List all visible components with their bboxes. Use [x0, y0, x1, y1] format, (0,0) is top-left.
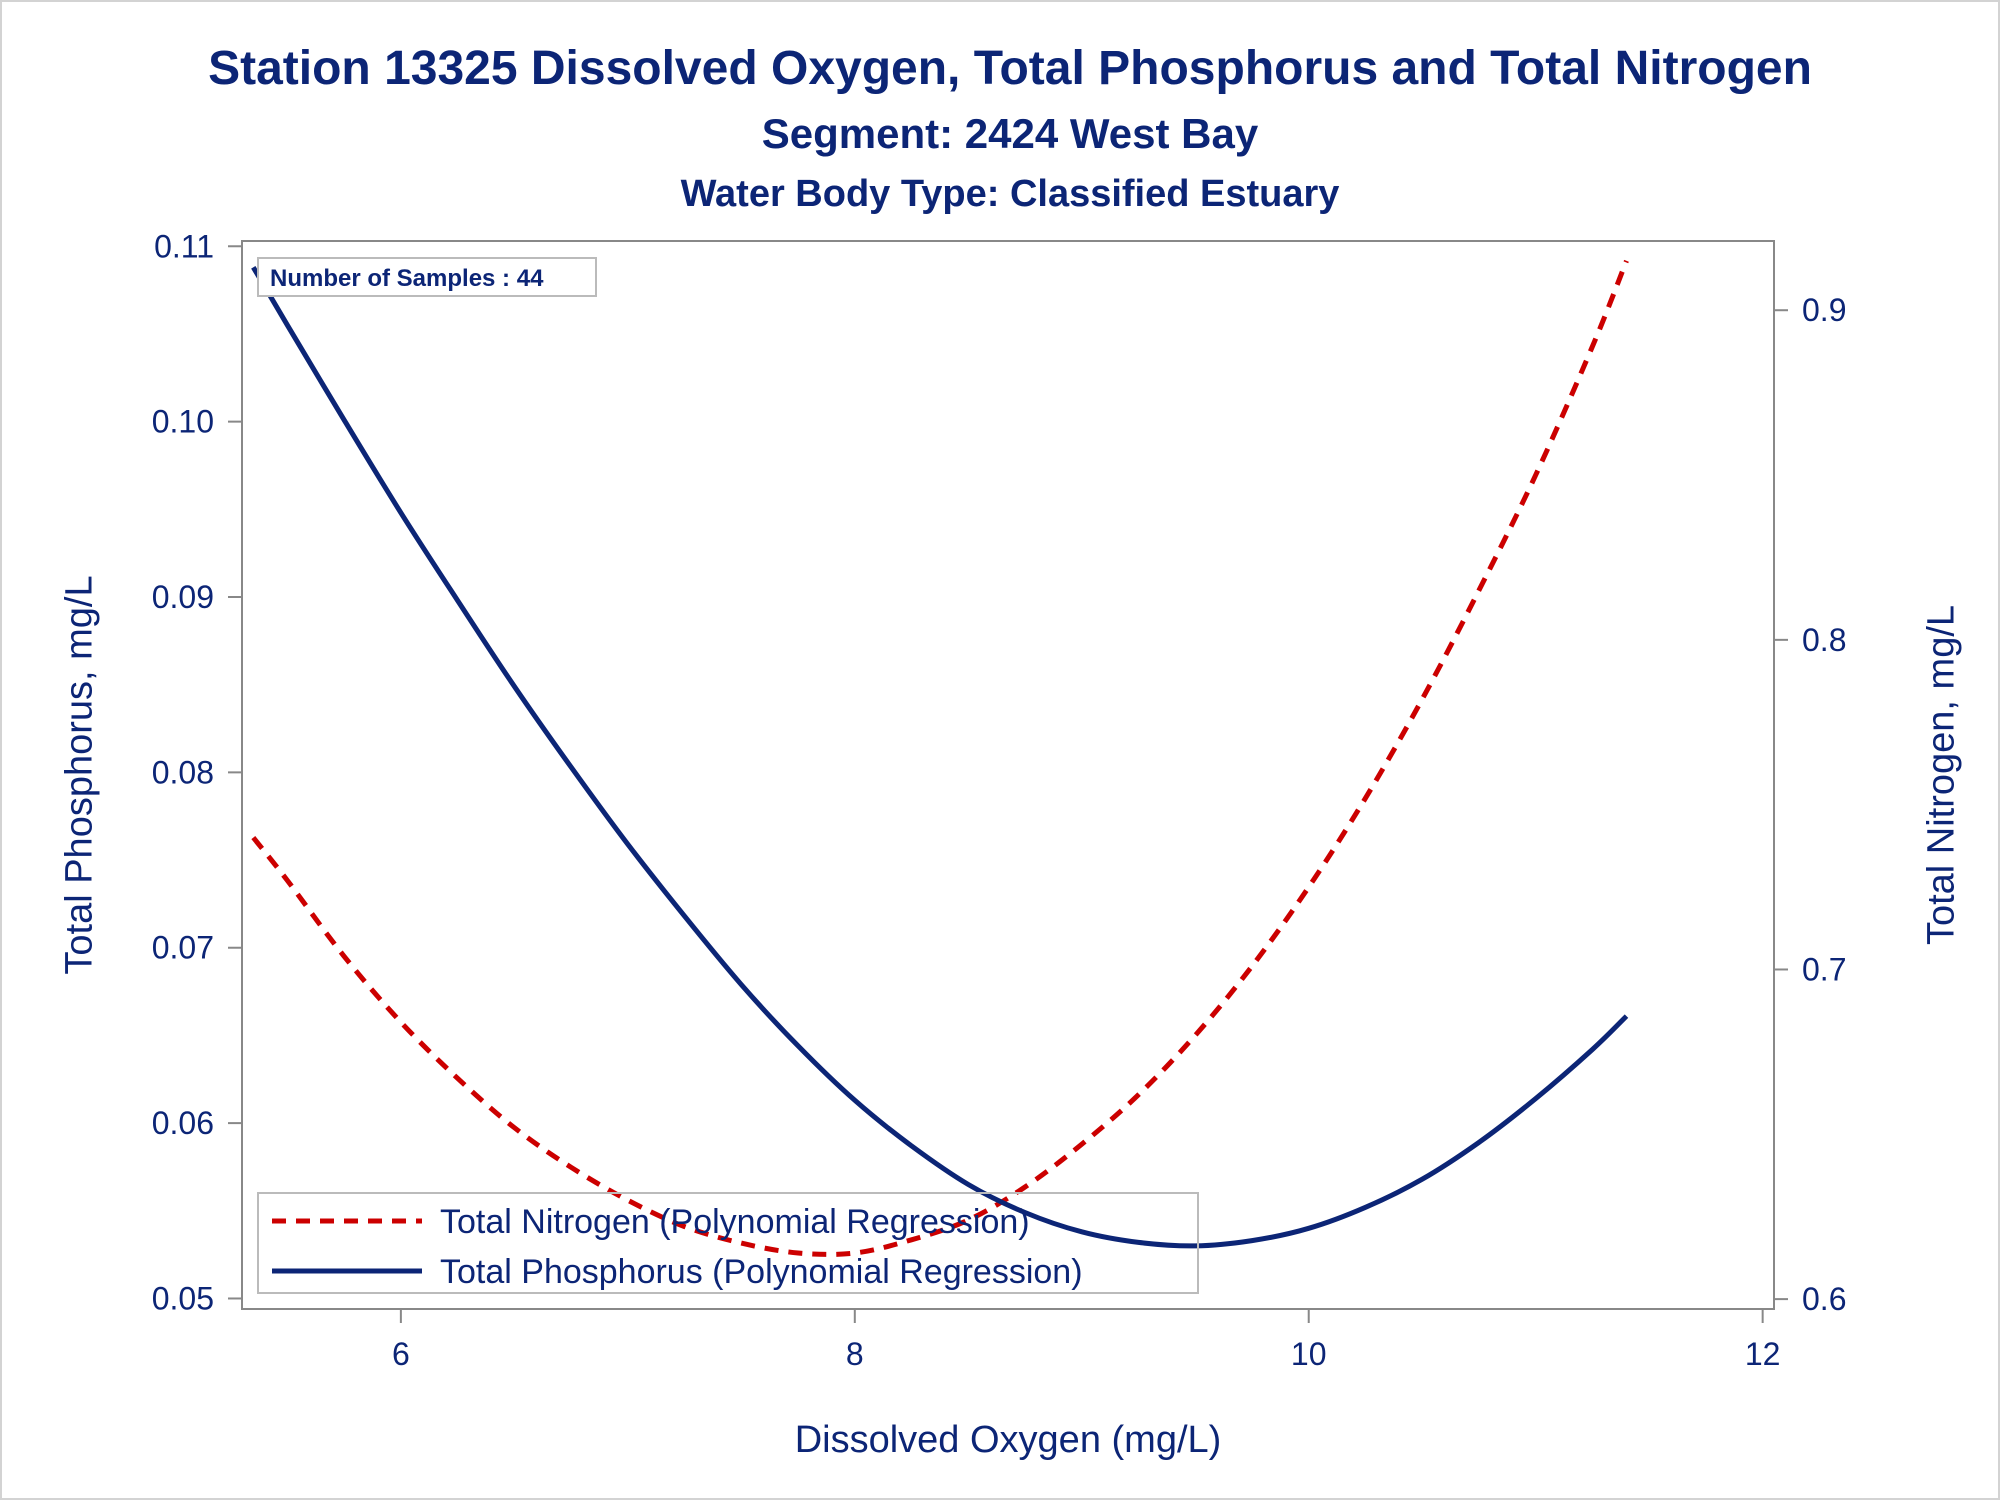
x-axis-label: Dissolved Oxygen (mg/L) — [795, 1419, 1222, 1461]
y-axis-right: 0.6 0.7 0.8 0.9 — [1774, 292, 1846, 1317]
chart-subtitle: Segment: 2424 West Bay — [762, 110, 1259, 157]
y2-tick-label: 0.6 — [1802, 1281, 1846, 1317]
legend-label: Total Nitrogen (Polynomial Regression) — [440, 1203, 1030, 1241]
x-tick-label: 12 — [1745, 1336, 1781, 1372]
y2-tick-label: 0.8 — [1802, 622, 1846, 658]
y-tick-label: 0.09 — [152, 579, 214, 615]
x-tick-label: 6 — [392, 1336, 410, 1372]
y2-tick-label: 0.7 — [1802, 951, 1846, 987]
sample-count-note: Number of Samples : 44 — [270, 265, 544, 292]
legend-border — [257, 1192, 1199, 1294]
y-axis-label: Total Phosphorus, mg/L — [58, 575, 100, 974]
y-tick-label: 0.11 — [154, 228, 214, 264]
y-tick-label: 0.07 — [152, 930, 214, 966]
legend-label: Total Phosphorus (Polynomial Regression) — [440, 1253, 1083, 1291]
sample-count-border — [257, 257, 597, 297]
series-layer — [251, 259, 1629, 1257]
y-tick-label: 0.10 — [152, 404, 214, 440]
y2-tick-label: 0.9 — [1802, 292, 1846, 328]
series-line-total-nitrogen — [251, 259, 1629, 1257]
x-axis: 6 8 10 12 — [392, 1309, 1780, 1372]
chart-subtitle-2: Water Body Type: Classified Estuary — [681, 173, 1340, 215]
plot-area — [241, 240, 1775, 1310]
y-tick-label: 0.05 — [152, 1280, 214, 1316]
series-line-total-phosphorus — [251, 266, 1629, 1249]
chart-title: Station 13325 Dissolved Oxygen, Total Ph… — [208, 42, 1812, 95]
y-tick-label: 0.06 — [152, 1105, 214, 1141]
x-tick-label: 8 — [846, 1336, 864, 1372]
x-tick-label: 10 — [1291, 1336, 1327, 1372]
legend: Total Nitrogen (Polynomial Regression) To… — [257, 1192, 1199, 1294]
y-tick-label: 0.08 — [152, 754, 214, 790]
sample-count-box: Number of Samples : 44 — [257, 257, 597, 297]
y-axis-left: 0.05 0.06 0.07 0.08 0.09 0.10 0.11 — [152, 228, 242, 1316]
y2-axis-label: Total Nitrogen, mg/L — [1920, 605, 1962, 945]
